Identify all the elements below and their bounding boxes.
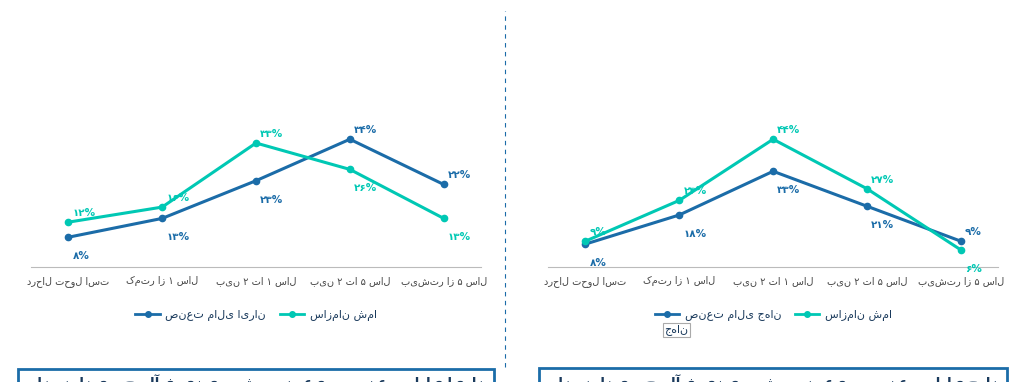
Legend: صنعت مالی ایران, سازمان شما: صنعت مالی ایران, سازمان شما: [131, 306, 381, 325]
Text: ۲۶%: ۲۶%: [354, 183, 377, 193]
Text: ۲۲%: ۲۲%: [447, 170, 471, 180]
Text: ۳۳%: ۳۳%: [777, 185, 801, 195]
Text: ۱۳%: ۱۳%: [447, 232, 471, 242]
Text: بازه زمانی تحول‌آفرینی هوش‌مصنوعی در صنعت مالی ایران: بازه زمانی تحول‌آفرینی هوش‌مصنوعی در صنع…: [25, 374, 487, 382]
Text: ۱۶%: ۱۶%: [166, 193, 189, 203]
Text: ۸%: ۸%: [73, 251, 89, 261]
Text: جهان: جهان: [665, 324, 688, 335]
Text: ۲۱%: ۲۱%: [871, 220, 894, 230]
Legend: صنعت مالی جهان, سازمان شما: صنعت مالی جهان, سازمان شما: [650, 306, 896, 325]
Text: ۴۴%: ۴۴%: [777, 125, 801, 135]
Text: ۹%: ۹%: [965, 227, 982, 237]
Text: ۲۳%: ۲۳%: [683, 186, 707, 196]
Text: ۶%: ۶%: [965, 264, 982, 274]
Text: ۳۴%: ۳۴%: [354, 125, 377, 135]
Text: ۱۸%: ۱۸%: [683, 229, 707, 239]
Text: ۱۲%: ۱۲%: [73, 208, 95, 218]
Text: ۸%: ۸%: [590, 258, 606, 268]
Text: ۹%: ۹%: [590, 227, 606, 237]
Text: ۳۳%: ۳۳%: [260, 129, 284, 139]
Text: ۲۷%: ۲۷%: [871, 175, 894, 185]
Text: ۱۳%: ۱۳%: [166, 232, 189, 242]
Text: بازه زمانی تحول‌آفرینی هوش‌مصنوعی در صنعت مالی جهان: بازه زمانی تحول‌آفرینی هوش‌مصنوعی در صنع…: [545, 374, 1001, 382]
Text: ۲۳%: ۲۳%: [260, 194, 284, 205]
